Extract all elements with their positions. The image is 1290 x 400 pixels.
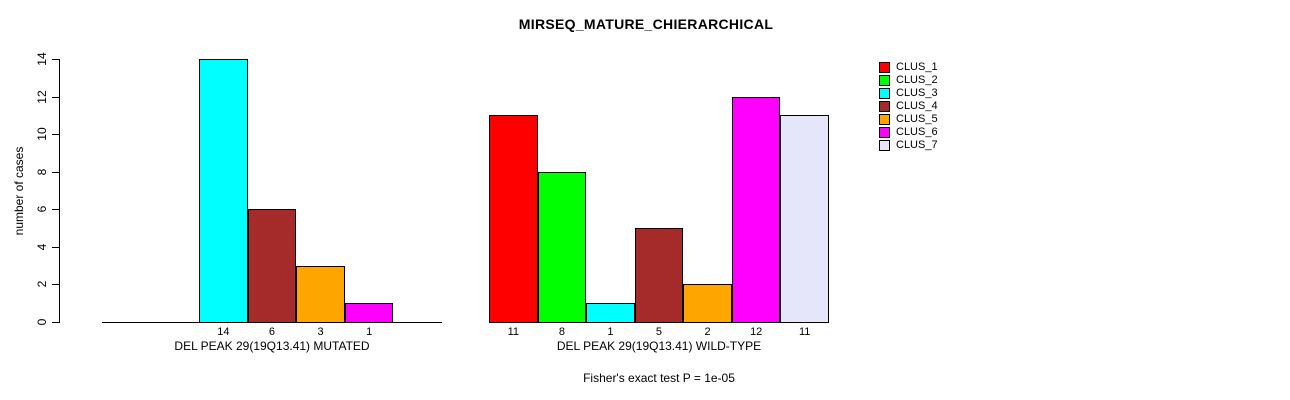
legend-swatch-clus_7 [879,140,890,151]
bar-clus_4 [634,228,684,323]
legend-row-clus_4: CLUS_4 [879,100,938,113]
legend-row-clus_1: CLUS_1 [879,61,938,74]
legend-label: CLUS_4 [896,100,938,112]
bar-value-label: 14 [217,326,230,338]
y-tick-label: 8 [35,168,49,176]
legend-row-clus_7: CLUS_7 [879,139,938,152]
legend-label: CLUS_2 [896,74,938,86]
legend-row-clus_6: CLUS_6 [879,126,938,139]
legend-swatch-clus_1 [879,62,890,73]
legend-label: CLUS_1 [896,61,938,73]
bar-value-label: 5 [655,326,663,338]
y-tick-label: 0 [35,318,49,326]
y-axis-tick [52,59,59,60]
y-axis-tick [52,322,59,323]
bar-clus_7 [780,115,829,323]
y-tick-label: 12 [35,90,49,104]
y-tick-label: 10 [35,127,49,141]
bar-value-label: 1 [366,326,373,338]
bar-clus_6 [344,303,394,323]
legend-swatch-clus_2 [879,75,890,86]
legend-label: CLUS_5 [896,113,938,125]
y-tick-label: 4 [35,243,49,251]
bar-clus_2 [537,171,587,323]
y-axis-line [59,58,60,323]
y-axis-tick [52,97,59,98]
legend-row-clus_2: CLUS_2 [879,74,938,87]
bar-value-label: 3 [317,326,324,338]
bar-clus_5 [296,265,345,323]
bar-value-label: 8 [558,326,565,338]
y-axis-tick [52,247,59,248]
bar-clus_5 [683,284,732,323]
bar-value-label: 1 [607,326,614,338]
legend-swatch-clus_4 [879,101,890,112]
bar-clus_6 [731,96,781,323]
y-tick-label: 2 [35,280,49,288]
bar-value-label: 11 [507,326,519,338]
group-label-mutated: DEL PEAK 29(19Q13.41) MUTATED [174,339,370,353]
bar-clus_4 [247,209,297,323]
bar-clus_3 [199,59,248,323]
legend-swatch-clus_3 [879,88,890,99]
fisher-test-annotation: Fisher's exact test P = 1e-05 [583,371,735,385]
y-axis-tick [52,172,59,173]
y-tick-label: 14 [35,52,49,66]
bar-clus_3 [586,303,635,323]
legend-label: CLUS_6 [896,126,938,138]
chart-title: MIRSEQ_MATURE_CHIERARCHICAL [518,16,774,32]
group-label-wild-type: DEL PEAK 29(19Q13.41) WILD-TYPE [556,339,762,353]
bar-value-label: 11 [798,326,811,338]
y-axis-tick [52,134,59,135]
bar-value-label: 2 [704,326,711,338]
y-tick-label: 6 [35,205,49,213]
legend-row-clus_3: CLUS_3 [879,87,938,100]
y-axis-tick [52,209,59,210]
legend-swatch-clus_5 [879,114,890,125]
bar-value-label: 12 [750,326,763,338]
legend-label: CLUS_3 [896,87,938,99]
legend: CLUS_1 CLUS_2 CLUS_3 CLUS_4 CLUS_5 CLUS_6 CLUS… [879,61,938,152]
bar-value-label: 6 [268,326,276,338]
y-axis-tick [52,284,59,285]
legend-label: CLUS_7 [896,139,938,151]
bar-clus_1 [489,115,538,323]
legend-swatch-clus_6 [879,127,890,138]
legend-row-clus_5: CLUS_5 [879,113,938,126]
